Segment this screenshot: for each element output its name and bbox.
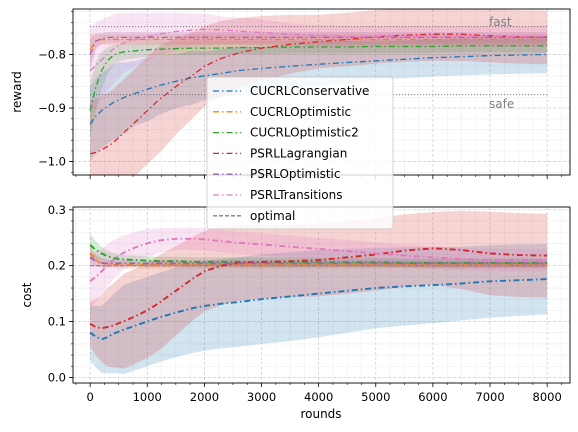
line-CUCRLOptimistic — [89, 252, 548, 267]
reward-ticks: −1.0 −0.9 −0.8 — [38, 11, 562, 179]
band-PSRLLagrangian — [90, 210, 548, 369]
legend-label-PSRLOptimistic: PSRLOptimistic — [250, 167, 340, 181]
legend-label-PSRLTransitions: PSRLTransitions — [250, 188, 343, 202]
line-CUCRLConservative — [89, 53, 548, 125]
band-PSRLOptimistic — [90, 32, 548, 71]
y-tick-label: 0.2 — [48, 259, 66, 273]
line-CUCRLOptimistic — [89, 38, 548, 50]
y-tick-label: 0.0 — [48, 370, 66, 384]
legend-label-CUCRLConservative: CUCRLConservative — [250, 84, 369, 98]
legend-entries: CUCRLConservative CUCRLOptimistic CUCRLOpt… — [213, 84, 369, 223]
x-tick-label: 1000 — [133, 390, 162, 404]
cost-plot-area — [73, 207, 570, 383]
y-tick-label: −0.8 — [38, 48, 66, 62]
legend-label-CUCRLOptimistic: CUCRLOptimistic — [250, 105, 351, 119]
line-PSRLTransitions — [89, 28, 548, 72]
line-PSRLLagrangian — [89, 33, 548, 155]
legend-label-CUCRLOptimistic2: CUCRLOptimistic2 — [250, 126, 359, 140]
y-tick-label: 0.3 — [48, 203, 66, 217]
y-tick-label: 0.1 — [48, 315, 66, 329]
y-tick-label: −0.9 — [38, 101, 66, 115]
x-axis-label: rounds — [300, 407, 341, 421]
legend-label-PSRLLagrangian: PSRLLagrangian — [250, 146, 347, 160]
y-tick-label: −1.0 — [38, 155, 66, 169]
cost-panel: 0 1000 2000 3000 4000 5000 6000 7000 8000 0.0 0.1 0… — [20, 203, 571, 404]
cost-ylabel: cost — [20, 282, 34, 307]
x-tick-label: 7000 — [475, 390, 504, 404]
reward-ylabel: reward — [10, 71, 24, 113]
band-PSRLLagrangian — [90, 9, 548, 175]
line-CUCRLConservative — [89, 278, 548, 341]
reward-series-lines — [89, 28, 548, 155]
safe-annotation: safe — [489, 97, 514, 111]
band-CUCRLOptimistic — [90, 33, 548, 66]
x-tick-label: 0 — [86, 390, 93, 404]
x-tick-label: 5000 — [361, 390, 390, 404]
band-CUCRLConservative — [90, 243, 548, 375]
x-tick-label: 3000 — [247, 390, 276, 404]
x-tick-label: 8000 — [533, 390, 562, 404]
legend-label-optimal: optimal — [250, 209, 295, 223]
cost-series-lines — [89, 237, 548, 341]
legend-box — [206, 76, 394, 230]
x-tick-label: 6000 — [418, 390, 447, 404]
band-CUCRLOptimistic2 — [90, 39, 548, 138]
x-tick-label: 4000 — [304, 390, 333, 404]
cost-ticks: 0 1000 2000 3000 4000 5000 6000 7000 8000 0.0 0.1 0… — [48, 203, 562, 404]
line-PSRLLagrangian — [89, 247, 548, 330]
band-CUCRLConservative — [90, 35, 548, 162]
line-PSRLTransitions — [89, 237, 548, 283]
line-PSRLOptimistic — [89, 36, 548, 55]
x-tick-label: 2000 — [190, 390, 219, 404]
reward-panel: fast safe −1.0 −0.9 −0.8 reward — [10, 8, 571, 179]
band-CUCRLOptimistic2 — [90, 233, 548, 268]
line-PSRLOptimistic — [89, 256, 548, 265]
legend: CUCRLConservative CUCRLOptimistic CUCRLOpt… — [206, 76, 394, 230]
fast-annotation: fast — [489, 15, 512, 29]
